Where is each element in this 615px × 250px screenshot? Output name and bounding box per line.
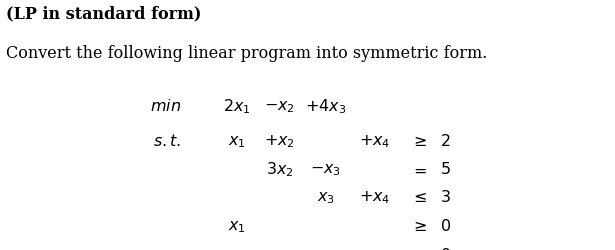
Text: $\leq$: $\leq$ [410, 246, 427, 250]
Text: $x_3$: $x_3$ [317, 246, 335, 250]
Text: $\mathit{min}$: $\mathit{min}$ [150, 98, 181, 115]
Text: $-x_2$: $-x_2$ [264, 98, 295, 115]
Text: $-x_3$: $-x_3$ [311, 162, 341, 178]
Text: $x_1$: $x_1$ [228, 133, 246, 150]
Text: $3x_2$: $3x_2$ [266, 161, 293, 179]
Text: $\mathit{s.t.}$: $\mathit{s.t.}$ [153, 133, 181, 150]
Text: $\geq$: $\geq$ [410, 133, 427, 150]
Text: $=$: $=$ [410, 162, 427, 178]
Text: $x_3$: $x_3$ [317, 189, 335, 206]
Text: $+4x_3$: $+4x_3$ [306, 97, 346, 116]
Text: $x_1$: $x_1$ [228, 218, 246, 235]
Text: $3$: $3$ [440, 189, 451, 206]
Text: $\leq$: $\leq$ [410, 189, 427, 206]
Text: $\geq$: $\geq$ [410, 218, 427, 235]
Text: $2x_1$: $2x_1$ [223, 97, 250, 116]
Text: $0$: $0$ [440, 246, 451, 250]
Text: $2$: $2$ [440, 133, 450, 150]
Text: $+x_2$: $+x_2$ [264, 133, 295, 150]
Text: $5$: $5$ [440, 162, 451, 178]
Text: (LP in standard form): (LP in standard form) [6, 5, 202, 22]
Text: $+x_4$: $+x_4$ [360, 133, 391, 150]
Text: $+x_4$: $+x_4$ [360, 189, 391, 206]
Text: $0$: $0$ [440, 218, 451, 235]
Text: Convert the following linear program into symmetric form.: Convert the following linear program int… [6, 45, 488, 62]
